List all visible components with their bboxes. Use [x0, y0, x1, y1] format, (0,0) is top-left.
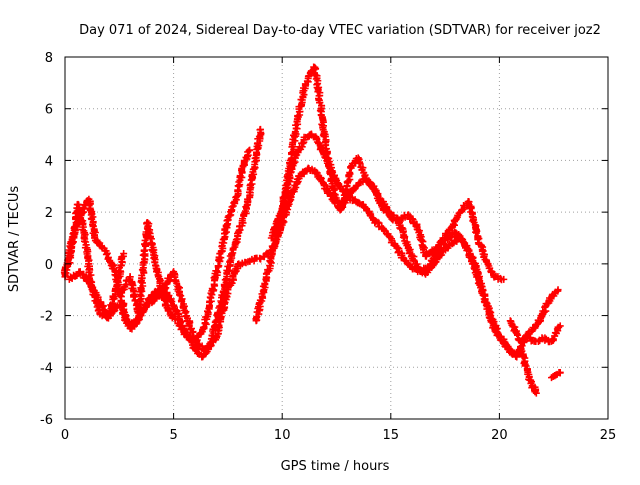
- data-segment: [134, 220, 152, 317]
- x-axis-label: GPS time / hours: [281, 459, 390, 474]
- data-segment: [548, 323, 563, 344]
- data-point: [246, 146, 254, 154]
- series-trace-F: [252, 63, 540, 397]
- series-layer: [60, 63, 564, 397]
- y-tick-label: 2: [45, 206, 53, 221]
- data-segment: [234, 163, 247, 199]
- data-segment: [252, 282, 269, 324]
- y-tick-label: 4: [45, 154, 53, 169]
- data-segment: [268, 206, 287, 240]
- data-segment: [208, 248, 225, 294]
- grid-layer: [65, 57, 608, 419]
- data-point: [556, 322, 564, 330]
- data-segment: [143, 219, 163, 280]
- plot-frame: [64, 56, 609, 420]
- data-point: [120, 250, 128, 258]
- data-segment: [243, 154, 260, 206]
- data-segment: [218, 217, 232, 255]
- data-segment: [199, 287, 217, 332]
- y-tick-label: -2: [40, 310, 53, 325]
- data-segment: [461, 241, 476, 268]
- data-segment: [311, 65, 324, 99]
- data-segment: [240, 147, 253, 169]
- data-segment: [354, 155, 369, 179]
- data-segment: [226, 230, 242, 264]
- data-segment: [453, 230, 467, 246]
- data-segment: [149, 285, 166, 306]
- data-segment: [234, 201, 251, 236]
- x-tick-label: 0: [61, 428, 69, 443]
- data-segment: [315, 95, 330, 147]
- data-segment: [85, 197, 99, 242]
- data-segment: [181, 308, 199, 344]
- data-segment: [279, 159, 298, 212]
- data-segment: [261, 244, 278, 287]
- data-segment: [449, 209, 463, 231]
- data-point: [500, 275, 508, 283]
- chart-title: Day 071 of 2024, Sidereal Day-to-day VTE…: [79, 23, 601, 38]
- data-segment: [106, 302, 121, 319]
- data-segment: [507, 317, 524, 344]
- data-segment: [371, 217, 387, 233]
- data-segment: [312, 168, 327, 187]
- series-trace-G: [267, 130, 564, 361]
- data-segment: [313, 138, 329, 161]
- x-tick-label: 20: [491, 428, 508, 443]
- x-tick-label: 5: [169, 428, 177, 443]
- data-point: [556, 368, 564, 376]
- y-tick-label: 0: [45, 258, 53, 273]
- data-segment: [392, 242, 406, 262]
- data-point: [256, 125, 264, 133]
- data-segment: [486, 314, 502, 338]
- data-segment: [412, 222, 430, 259]
- data-point: [554, 286, 562, 294]
- data-segment: [474, 235, 490, 264]
- x-tick-label: 25: [600, 428, 617, 443]
- data-segment: [354, 199, 367, 209]
- data-segment: [252, 126, 265, 159]
- data-segment: [345, 192, 359, 205]
- data-segment: [212, 286, 232, 340]
- data-segment: [496, 332, 512, 353]
- data-segment: [328, 168, 344, 191]
- data-segment: [426, 245, 443, 269]
- data-segment: [294, 87, 308, 121]
- series-trace-H: [506, 286, 562, 345]
- data-point: [532, 389, 540, 397]
- data-segment: [478, 286, 495, 318]
- data-segment: [361, 174, 377, 192]
- data-segment: [289, 138, 308, 166]
- series-trace-I: [548, 368, 564, 382]
- data-segment: [395, 221, 412, 251]
- data-segment: [174, 319, 190, 338]
- axis-layer: 0 5 10 15 20 25 -6 -4 -2 0 2 4 6 8: [40, 51, 616, 443]
- y-tick-label: 8: [45, 51, 53, 66]
- data-segment: [483, 258, 498, 281]
- x-tick-label: 15: [383, 428, 400, 443]
- y-tick-label: -4: [40, 361, 53, 376]
- data-segment: [371, 187, 384, 206]
- data-segment: [470, 262, 486, 292]
- y-axis-label: SDTVAR / TECUs: [7, 186, 22, 293]
- y-tick-label: -6: [40, 413, 53, 428]
- data-segment: [328, 182, 343, 211]
- data-segment: [224, 260, 242, 291]
- data-segment: [465, 200, 482, 241]
- data-segment: [361, 204, 378, 224]
- y-tick-label: 6: [45, 103, 53, 118]
- data-segment: [170, 270, 188, 312]
- x-tick-label: 10: [274, 428, 291, 443]
